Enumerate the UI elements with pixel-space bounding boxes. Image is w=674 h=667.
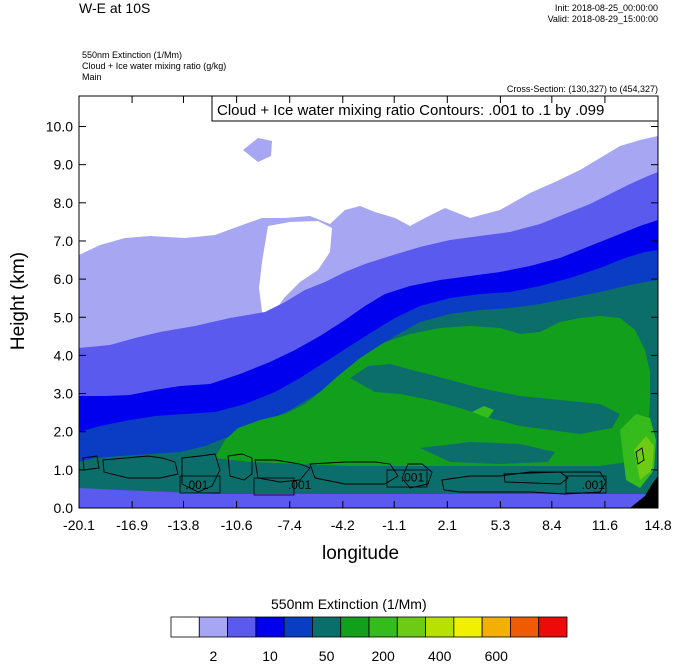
- colorbar-swatch: [538, 616, 568, 638]
- contour-label-box: [253, 477, 295, 496]
- field-name-2: Cloud + Ice water mixing ratio (g/kg): [82, 61, 227, 71]
- x-tick-label: -7.4: [278, 517, 302, 533]
- x-tick-label: 8.4: [542, 517, 562, 533]
- x-axis: -20.1 -16.9 -13.8 -10.6 -7.4 -4.2 -1.1 2.1 5.3 8.…: [63, 96, 672, 533]
- colorbar-swatch: [510, 616, 540, 638]
- contour-label-box: [386, 469, 428, 488]
- x-tick-label: 11.6: [592, 517, 618, 533]
- contour-value-label: .001: [288, 478, 312, 492]
- y-tick-label: 3.0: [54, 386, 74, 402]
- colorbar-label: 2: [210, 648, 218, 664]
- shade-surface-blue-band: [79, 488, 658, 508]
- y-axis-title: Height (km): [8, 251, 29, 351]
- colorbar-swatch: [481, 616, 511, 638]
- contour-info-box: [211, 95, 659, 122]
- y-axis: 0.0 1.0 2.0 3.0 4.0 5.0 6.0 7.0 8.0 9.0 10.0: [46, 119, 658, 516]
- contour-value-labels: .001 .001 .001 .001: [185, 470, 605, 492]
- valid-time: Valid: 2018-08-29_15:00:00: [547, 14, 658, 24]
- contour-info-label: Cloud + Ice water mixing ratio Contours:…: [217, 102, 604, 119]
- y-tick-label: 6.0: [54, 271, 74, 287]
- x-tick-label: -16.9: [116, 517, 148, 533]
- cloud-contours: [82, 447, 645, 495]
- y-tick-label: 4.0: [54, 347, 74, 363]
- contour-value-label: .001: [582, 478, 606, 492]
- contour-label-box: [179, 475, 221, 494]
- colorbar-swatch: [198, 616, 228, 638]
- colorbar-label: 10: [262, 648, 278, 664]
- colorbar-label: 400: [428, 648, 452, 664]
- colorbar-label: 600: [485, 648, 509, 664]
- plot-area: .001 .001 .001 .001: [79, 96, 658, 508]
- colorbar-swatch: [340, 616, 370, 638]
- x-tick-label: -10.6: [221, 517, 253, 533]
- shade-teal-pocket-1: [350, 364, 620, 434]
- y-tick-label: 7.0: [54, 233, 74, 249]
- shade-lavender-cloud: [243, 138, 272, 162]
- x-tick-label: 5.3: [491, 517, 511, 533]
- x-tick-label: 14.8: [644, 517, 671, 533]
- shade-light-green-patch-1: [472, 406, 494, 418]
- colorbar-label: 200: [371, 648, 395, 664]
- field-name-1: 550nm Extinction (1/Mm): [82, 50, 183, 60]
- x-tick-label: -1.1: [382, 517, 406, 533]
- contour-value-label: .001: [185, 478, 209, 492]
- colorbar-swatch: [312, 616, 342, 638]
- colorbar-label: 50: [319, 648, 335, 664]
- shade-white-patch: [259, 221, 332, 316]
- colorbar: 2 10 50 200 400 600: [170, 616, 568, 664]
- plot-title: W-E at 10S: [79, 0, 151, 16]
- colorbar-title: 550nm Extinction (1/Mm): [271, 596, 427, 612]
- y-tick-label: 1.0: [54, 462, 74, 478]
- y-tick-label: 10.0: [46, 119, 73, 135]
- colorbar-swatch: [170, 616, 200, 638]
- colorbar-swatch: [255, 616, 285, 638]
- x-tick-label: -4.2: [331, 517, 355, 533]
- colorbar-swatch: [396, 616, 426, 638]
- terrain: [630, 476, 658, 508]
- y-tick-label: 0.0: [54, 500, 74, 516]
- colorbar-swatch: [368, 616, 398, 638]
- init-time: Init: 2018-08-25_00:00:00: [554, 3, 658, 13]
- colorbar-swatch: [227, 616, 257, 638]
- colorbar-swatch: [425, 616, 455, 638]
- colorbar-swatch: [283, 616, 313, 638]
- x-tick-label: -13.8: [168, 517, 200, 533]
- field-name-3: Main: [82, 72, 102, 82]
- shade-teal-pocket-2: [420, 442, 555, 464]
- colorbar-swatch: [453, 616, 483, 638]
- y-tick-label: 5.0: [54, 309, 74, 325]
- x-tick-label: -20.1: [63, 517, 95, 533]
- contour-label-box: [565, 475, 607, 494]
- contour-label-boxes: [179, 469, 607, 496]
- y-tick-label: 8.0: [54, 195, 74, 211]
- y-tick-label: 2.0: [54, 424, 74, 440]
- cross-section-label: Cross-Section: (130,327) to (454,327): [506, 84, 658, 94]
- contour-value-label: .001: [401, 470, 425, 484]
- y-tick-label: 9.0: [54, 157, 74, 173]
- x-tick-label: 2.1: [438, 517, 458, 533]
- x-axis-title: longitude: [322, 543, 400, 564]
